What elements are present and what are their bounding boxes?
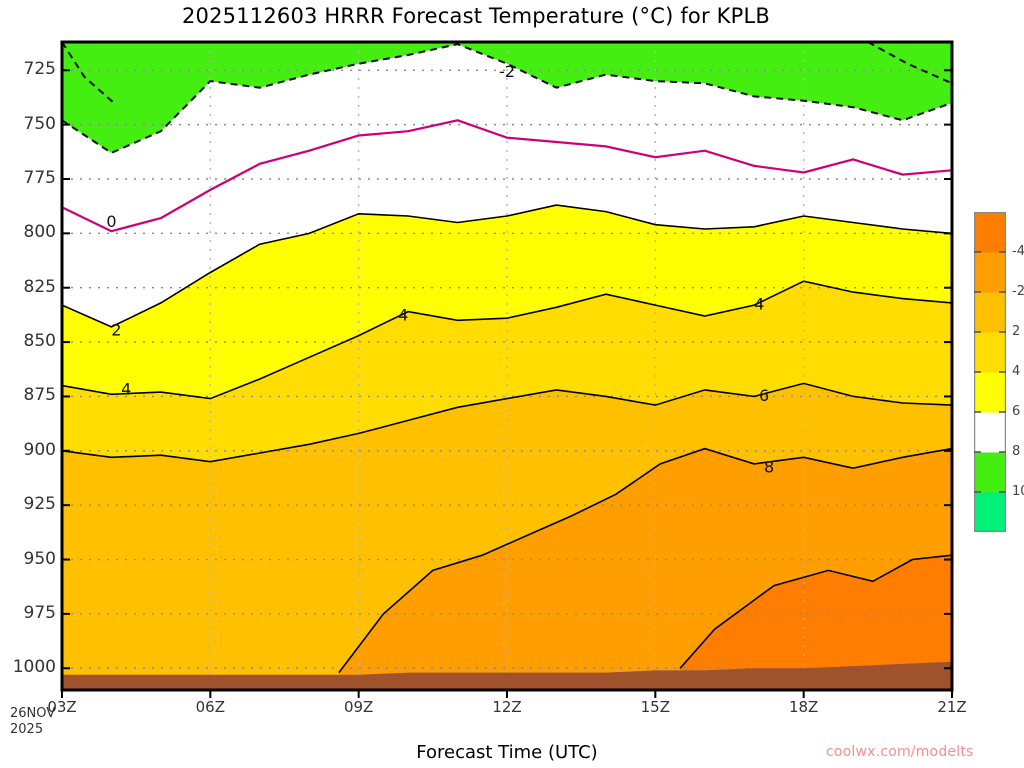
colorbar-tick-6: 6: [1012, 404, 1021, 419]
y-axis-tick-850: 850: [23, 331, 56, 352]
x-axis-tick-03Z: 03Z: [47, 698, 77, 716]
x-axis-tick-12Z: 12Z: [492, 698, 522, 716]
contour-label-4: 4: [398, 305, 408, 324]
isotherm-10: [679, 554, 952, 669]
watermark: coolwx.com/modelts: [826, 744, 974, 760]
x-axis-tick-15Z: 15Z: [640, 698, 671, 716]
isotherm-8: [338, 447, 952, 674]
isotherm-minus4: [62, 42, 952, 104]
x-axis-tick-06Z: 06Z: [195, 698, 226, 716]
colorbar-tick-10: 10: [1012, 484, 1024, 499]
contour-label-layer: -2 0 2 4 4 4 6 8: [106, 62, 774, 477]
y-axis-tick-875: 875: [23, 385, 56, 406]
x-axis-tick-18Z: 18Z: [788, 698, 819, 716]
colorbar[interactable]: [974, 212, 1006, 532]
colorbar-band-4: [974, 332, 1006, 373]
page-title: 2025112603 HRRR Forecast Temperature (°C…: [181, 4, 771, 28]
y-axis-tick-825: 825: [23, 276, 56, 297]
isotherm-minus2: [62, 43, 952, 155]
contour-label-6: 6: [759, 386, 769, 405]
terrain-surface: [62, 661, 952, 690]
colorbar-band-3: [974, 372, 1006, 413]
colorbar-tick-2: 2: [1012, 324, 1021, 339]
contour-label-4: 4: [121, 379, 131, 398]
colorbar-band-1: [974, 452, 1006, 493]
x-axis-tick-21Z: 21Z: [937, 698, 967, 716]
x-axis-title: Forecast Time (UTC): [416, 742, 598, 763]
contour-line-layer: [62, 42, 952, 674]
isotherm-4: [62, 280, 952, 400]
colorbar-band-5: [974, 292, 1006, 333]
x-axis-date-line-0: 26NOV: [10, 706, 56, 721]
colorbar-band-6: [974, 252, 1006, 293]
colorbar-tick-4: 4: [1012, 364, 1021, 379]
contour-label-2: 2: [111, 321, 121, 340]
x-axis-date-line-1: 2025: [10, 722, 44, 738]
colorbar-tick-minus4: -4: [1012, 244, 1024, 259]
colorbar-tick-8: 8: [1012, 444, 1021, 459]
band-above-10: [680, 555, 952, 690]
y-axis-tick-975: 975: [23, 602, 56, 623]
y-axis-tick-950: 950: [23, 548, 56, 569]
contour-label-8: 8: [764, 458, 774, 477]
y-axis-tick-900: 900: [23, 439, 56, 460]
contour-label-4: 4: [754, 295, 764, 314]
contour-label-0: 0: [106, 212, 116, 231]
y-axis-tick-800: 800: [23, 222, 56, 243]
colorbar-band-0: [974, 492, 1006, 532]
colorbar-bands: [974, 212, 1006, 532]
colorbar-ticks: [974, 251, 1006, 493]
x-axis-tick-09Z: 09Z: [343, 698, 374, 716]
grid-lines: [62, 42, 952, 690]
colorbar-band-2: [974, 412, 1006, 453]
y-axis-tick-925: 925: [23, 494, 56, 515]
y-axis-tick-750: 750: [23, 113, 56, 134]
y-axis-tick-1000: 1000: [12, 657, 56, 678]
y-axis-tick-725: 725: [23, 59, 56, 80]
x-axis-date: 26NOV 2025: [10, 706, 55, 739]
y-axis-tick-775: 775: [23, 167, 56, 188]
isotherm-6: [62, 382, 952, 463]
terrain-fill: [62, 661, 952, 690]
contour-label-minus2: -2: [499, 62, 515, 81]
isotherm-2: [62, 204, 952, 328]
axis-ticks: [61, 69, 953, 698]
freezing-level-line: [62, 119, 952, 233]
colorbar-band-7: [974, 212, 1006, 253]
colorbar-tick-minus2: -2: [1012, 284, 1024, 299]
